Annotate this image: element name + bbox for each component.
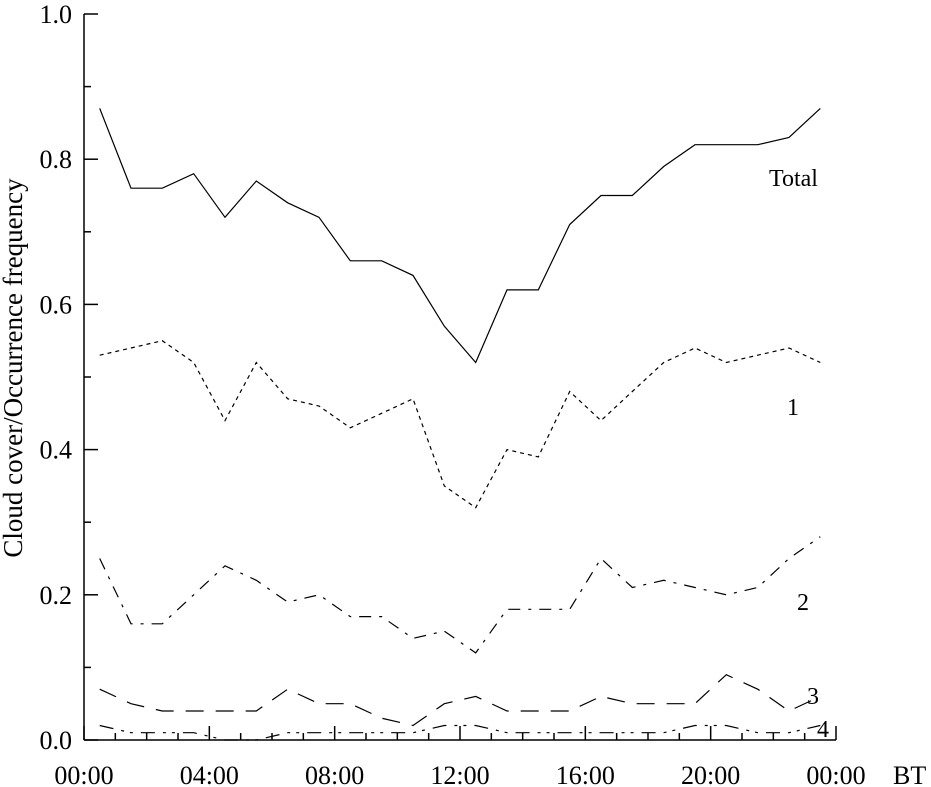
series-label-total: Total xyxy=(769,166,818,192)
y-axis: 0.0 0.2 0.4 0.6 0.8 1.0 xyxy=(40,0,98,755)
y-tick-label: 0.6 xyxy=(40,290,73,319)
y-axis-title: Cloud cover/Occurrence frequency xyxy=(0,178,28,558)
plot-area xyxy=(83,14,836,741)
x-tick-label: 00:00 xyxy=(54,761,113,787)
series-label-3: 3 xyxy=(807,684,819,710)
series-label-1: 1 xyxy=(787,395,799,421)
series-labels: Total 1 2 3 4 xyxy=(769,166,829,743)
x-tick-label: 04:00 xyxy=(180,761,239,787)
y-tick-label: 0.4 xyxy=(40,436,73,465)
series-line-2 xyxy=(99,536,821,654)
series-line-3 xyxy=(99,673,821,727)
x-tick-label: 00:00 xyxy=(806,761,865,787)
y-tick-label: 0.8 xyxy=(40,145,73,174)
y-tick-label: 1.0 xyxy=(40,0,73,29)
x-tick-label: 16:00 xyxy=(556,761,615,787)
series-line-1 xyxy=(99,340,821,509)
series-group xyxy=(99,107,821,741)
series-label-2: 2 xyxy=(797,590,809,616)
x-tick-label: 12:00 xyxy=(430,761,489,787)
x-tick-label: 08:00 xyxy=(305,761,364,787)
x-axis-title: BT xyxy=(893,761,926,787)
series-label-4: 4 xyxy=(817,717,829,743)
series-line-total xyxy=(99,107,821,364)
x-axis: 00:00 04:00 08:00 12:00 16:00 20:00 00:00 xyxy=(54,726,866,787)
y-tick-label: 0.2 xyxy=(40,581,73,610)
y-tick-label: 0.0 xyxy=(40,726,73,755)
x-tick-label: 20:00 xyxy=(681,761,740,787)
